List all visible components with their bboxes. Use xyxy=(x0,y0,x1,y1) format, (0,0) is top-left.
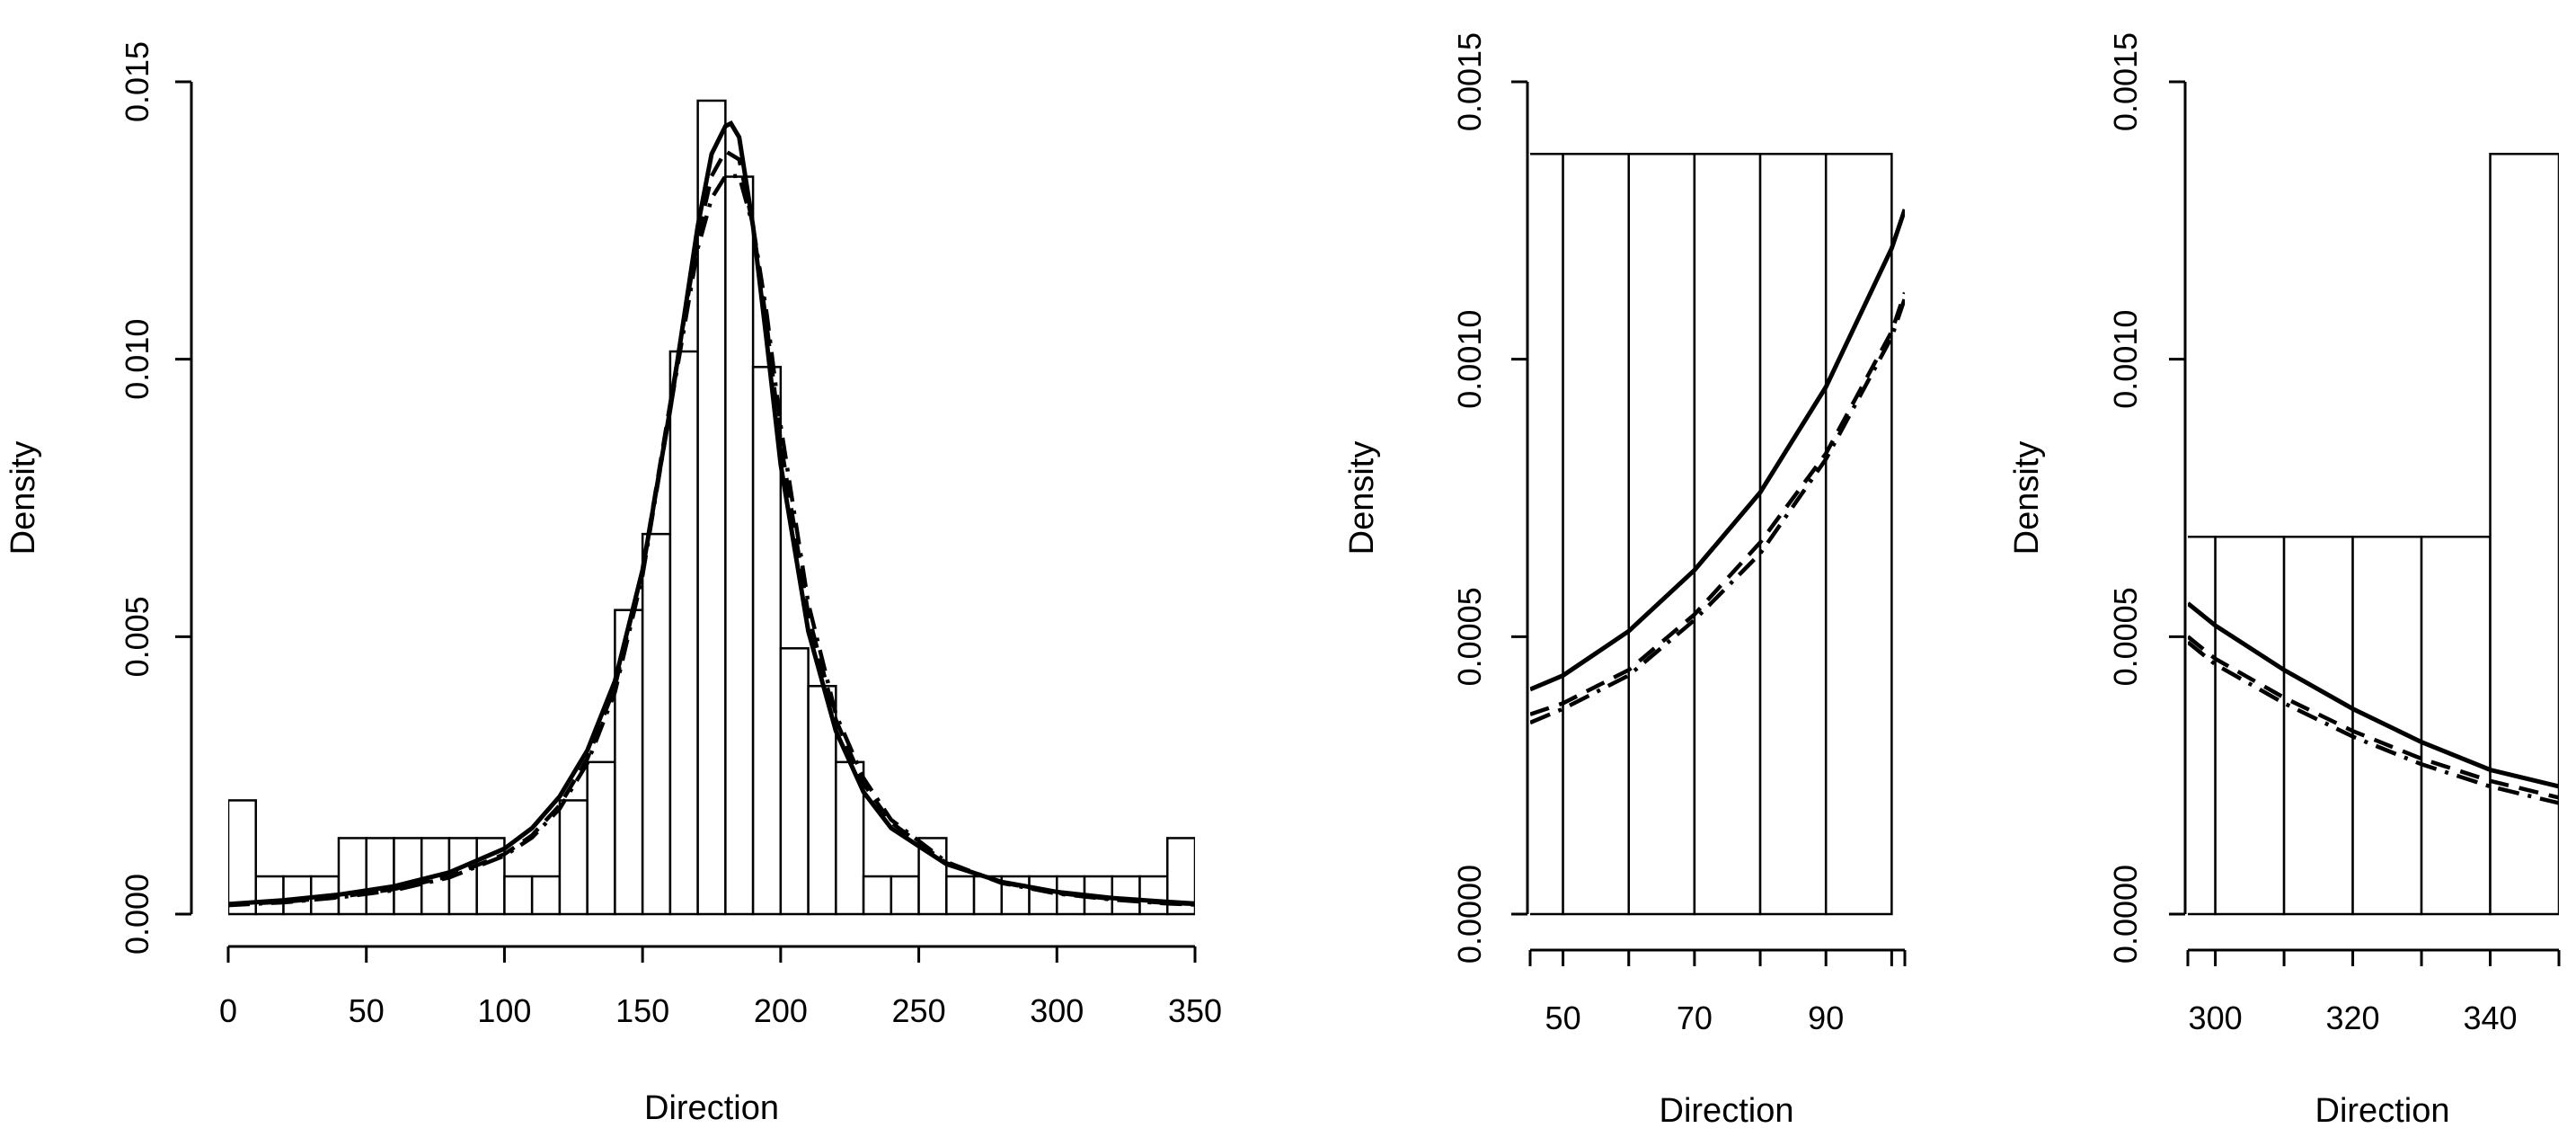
histogram-bar-1 xyxy=(1562,153,1630,916)
x-axis-title: Direction xyxy=(644,1089,779,1127)
histogram-bar-33 xyxy=(1138,875,1169,916)
x-tick-label: 90 xyxy=(1808,999,1844,1036)
plot-area xyxy=(228,99,1195,916)
histogram-bar-0 xyxy=(1530,153,1564,916)
density-curve-dashed xyxy=(2188,635,2559,800)
y-tick-label: 0.0015 xyxy=(2107,32,2144,131)
histogram-bar-4 xyxy=(337,837,367,916)
density-curve-dotdash xyxy=(2188,640,2559,805)
histogram-bar-22 xyxy=(835,760,865,916)
histogram-bar-13 xyxy=(586,760,616,916)
panel-zoom-low-histogram: 50 70 90 0.0000 0.0005 0.0010 0.0015 Direction D… xyxy=(1343,32,1907,1130)
plot-area xyxy=(2188,153,2559,916)
x-tick-label: 340 xyxy=(2463,999,2517,1036)
histogram-bar-4 xyxy=(2420,535,2492,916)
histogram-bar-6 xyxy=(393,837,423,916)
histogram-bar-2 xyxy=(1627,153,1696,916)
y-axis-title: Density xyxy=(1343,441,1381,555)
histogram-bar-16 xyxy=(668,350,699,916)
panel-zoom-high-histogram: 300 320 340 0.0000 0.0005 0.0010 0.0015 Directi… xyxy=(2008,32,2561,1130)
histogram-bar-10 xyxy=(503,875,534,916)
y-axis: 0.0000 0.0005 0.0010 0.0015 xyxy=(1451,32,1529,964)
histogram-bar-19 xyxy=(751,366,783,916)
histogram-bar-5 xyxy=(365,837,395,916)
histogram-bar-1 xyxy=(254,875,285,916)
histogram-bar-21 xyxy=(807,685,837,916)
x-tick-label: 0 xyxy=(219,992,237,1029)
y-tick-label: 0.000 xyxy=(119,874,155,955)
x-tick-label: 70 xyxy=(1677,999,1713,1036)
x-tick-label: 350 xyxy=(1168,992,1222,1029)
x-tick-label: 50 xyxy=(349,992,385,1029)
density-curve-dotdash xyxy=(228,173,1195,908)
histogram-bar-24 xyxy=(890,875,920,916)
x-axis: 50 70 90 xyxy=(1528,948,1907,1036)
histogram-bar-0 xyxy=(228,799,257,916)
histogram-bar-20 xyxy=(779,647,810,916)
y-tick-label: 0.0010 xyxy=(2107,310,2144,409)
histogram-bar-2 xyxy=(282,875,313,916)
histogram-bar-5 xyxy=(1824,153,1893,916)
density-curve-dotdash xyxy=(1530,298,1905,725)
panel-full-histogram: 0 50 100 150 200 250 300 350 0.000 0.005 0.010 0.01… xyxy=(4,41,1222,1127)
density-curve-solid xyxy=(1530,209,1905,692)
histogram-bar-11 xyxy=(530,875,562,916)
x-tick-label: 250 xyxy=(892,992,946,1029)
y-tick-label: 0.0010 xyxy=(1451,310,1488,409)
histogram-bar-32 xyxy=(1111,875,1141,916)
y-tick-label: 0.015 xyxy=(119,41,155,122)
histogram-bar-2 xyxy=(2282,535,2354,916)
x-tick-label: 50 xyxy=(1545,999,1581,1036)
x-axis: 0 50 100 150 200 250 300 350 xyxy=(219,945,1222,1029)
density-curve-dashed xyxy=(1530,291,1905,716)
y-axis-title: Density xyxy=(2008,441,2046,555)
x-tick-label: 100 xyxy=(477,992,531,1029)
x-tick-label: 150 xyxy=(615,992,669,1029)
histogram-bar-15 xyxy=(641,532,672,916)
y-tick-label: 0.0015 xyxy=(1451,32,1488,131)
y-tick-label: 0.0005 xyxy=(1451,587,1488,686)
y-tick-label: 0.0005 xyxy=(2107,587,2144,686)
histogram-bar-1 xyxy=(2214,535,2286,916)
x-axis: 300 320 340 xyxy=(2186,948,2561,1036)
histogram-bar-29 xyxy=(1028,875,1058,916)
y-tick-label: 0.010 xyxy=(119,319,155,400)
y-tick-label: 0.0000 xyxy=(2107,865,2144,964)
x-tick-label: 320 xyxy=(2326,999,2380,1036)
x-tick-label: 300 xyxy=(1030,992,1084,1029)
histogram-bar-26 xyxy=(945,875,976,916)
plot-area xyxy=(1530,153,1905,916)
y-tick-label: 0.0000 xyxy=(1451,865,1488,964)
density-curve-solid xyxy=(2188,601,2559,789)
histogram-bar-23 xyxy=(862,875,893,916)
x-tick-label: 300 xyxy=(2189,999,2243,1036)
x-axis-title: Direction xyxy=(1660,1092,1794,1130)
x-axis-title: Direction xyxy=(2315,1092,2450,1130)
histogram-bar-0 xyxy=(2188,535,2217,916)
y-axis: 0.0000 0.0005 0.0010 0.0015 xyxy=(2107,32,2187,964)
histogram-bar-4 xyxy=(1758,153,1828,916)
histogram-bar-18 xyxy=(724,175,755,916)
x-tick-label: 200 xyxy=(754,992,808,1029)
histogram-bar-12 xyxy=(558,799,589,916)
y-tick-label: 0.005 xyxy=(119,596,155,677)
y-axis: 0.000 0.005 0.010 0.015 xyxy=(119,41,193,955)
y-axis-title: Density xyxy=(4,441,42,555)
